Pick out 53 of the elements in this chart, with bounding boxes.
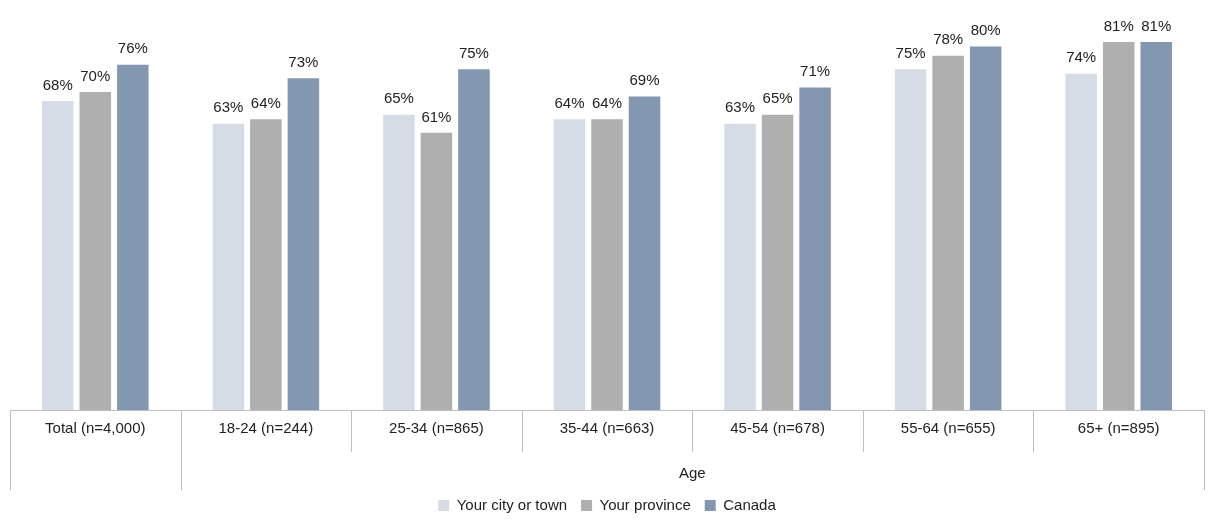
data-label: 73%	[288, 52, 319, 70]
legend-label: Canada	[723, 495, 777, 513]
bar	[212, 123, 245, 410]
data-label: 63%	[725, 98, 756, 116]
data-label: 64%	[591, 93, 623, 111]
legend-label: Your city or town	[456, 495, 568, 513]
x-tick-label: 35-44 (n=663)	[559, 419, 655, 437]
bar	[591, 119, 623, 410]
data-label: 71%	[800, 62, 831, 80]
data-label: 64%	[554, 93, 585, 111]
bar	[1065, 73, 1097, 410]
bar	[458, 69, 490, 410]
data-label: 75%	[895, 43, 926, 61]
data-label: 76%	[117, 39, 148, 57]
bar	[79, 91, 112, 410]
data-label: 69%	[629, 71, 660, 89]
bar	[1102, 42, 1135, 410]
data-label: 80%	[970, 21, 1001, 39]
data-label: 65%	[383, 89, 414, 107]
bar	[724, 123, 756, 410]
bar	[42, 101, 74, 410]
x-tick-label: 55-64 (n=655)	[900, 419, 996, 437]
bar	[932, 55, 964, 410]
x-tick-label: 25-34 (n=865)	[389, 419, 484, 437]
bar	[761, 114, 794, 410]
bar	[1140, 42, 1172, 410]
bar	[553, 119, 586, 410]
bar	[628, 96, 661, 410]
x-tick-label: Total (n=4,000)	[45, 419, 146, 437]
data-label: 70%	[80, 66, 111, 84]
data-label: 78%	[933, 30, 964, 48]
x-tick-label: 18-24 (n=244)	[218, 419, 314, 437]
bar	[799, 87, 831, 410]
bar	[250, 119, 282, 410]
data-label: 65%	[762, 89, 793, 107]
bar	[420, 132, 453, 410]
x-tick-label: 65+ (n=895)	[1077, 419, 1160, 437]
bar	[969, 46, 1002, 410]
data-label: 61%	[421, 107, 452, 125]
data-label: 81%	[1103, 16, 1134, 34]
data-label: 68%	[42, 75, 73, 93]
text: Age	[678, 464, 706, 482]
data-label: 64%	[250, 93, 281, 111]
data-label: 81%	[1141, 16, 1172, 34]
bar	[117, 64, 149, 410]
bar	[287, 78, 320, 410]
data-label: 75%	[458, 43, 489, 61]
x-tick-label: 45-54 (n=678)	[730, 419, 825, 437]
data-label: 63%	[213, 98, 244, 116]
data-label: 74%	[1066, 48, 1097, 66]
bar	[894, 69, 927, 410]
bar	[383, 114, 415, 410]
legend-label: Your province	[599, 495, 691, 513]
